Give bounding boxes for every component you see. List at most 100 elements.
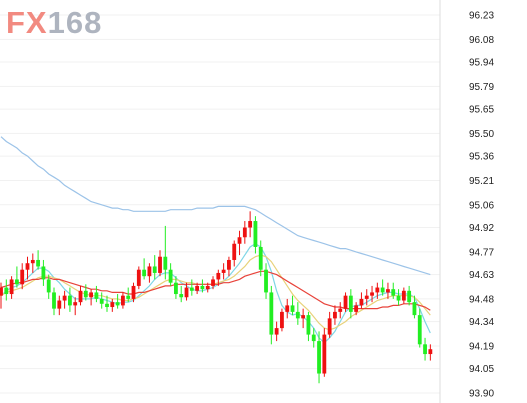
candle-body bbox=[52, 292, 56, 309]
candle bbox=[73, 297, 78, 316]
candle-body bbox=[36, 259, 41, 267]
candle bbox=[174, 276, 178, 299]
candle-body bbox=[375, 287, 380, 293]
candle-body bbox=[221, 269, 226, 273]
candle-body bbox=[359, 298, 364, 306]
price-tick-label: 96.08 bbox=[469, 35, 494, 46]
candle bbox=[412, 295, 417, 319]
candle bbox=[227, 256, 231, 277]
price-tick-label: 95.36 bbox=[469, 152, 494, 163]
candle-body bbox=[333, 311, 337, 319]
candle bbox=[4, 279, 9, 301]
candle bbox=[370, 285, 374, 303]
candle bbox=[248, 211, 253, 238]
candle bbox=[301, 308, 306, 329]
candle-body bbox=[168, 269, 173, 283]
candle bbox=[396, 289, 401, 306]
candle bbox=[359, 292, 364, 309]
candle-body bbox=[152, 266, 157, 273]
candle bbox=[348, 289, 353, 319]
candle-body bbox=[99, 298, 104, 304]
candle bbox=[375, 282, 380, 299]
candle-body bbox=[94, 292, 99, 299]
candle-body bbox=[184, 287, 189, 298]
candle-body bbox=[78, 290, 83, 303]
candle bbox=[9, 276, 14, 299]
price-tick-label: 95.06 bbox=[469, 200, 494, 211]
candle bbox=[242, 221, 247, 244]
candle bbox=[121, 292, 125, 309]
candle-body bbox=[327, 318, 332, 335]
candle-body bbox=[391, 289, 396, 296]
candle bbox=[274, 321, 279, 342]
candle bbox=[142, 258, 147, 280]
candle-body bbox=[14, 279, 19, 285]
candle-body bbox=[348, 295, 353, 312]
candle-body bbox=[317, 341, 321, 374]
candle bbox=[401, 287, 406, 304]
candle bbox=[407, 285, 412, 306]
candle-body bbox=[121, 295, 125, 306]
candle bbox=[423, 337, 427, 361]
candle-body bbox=[343, 295, 348, 309]
candle bbox=[25, 256, 30, 280]
candle-body bbox=[163, 256, 168, 270]
ma-line-ma_long bbox=[0, 136, 431, 276]
candle-body bbox=[189, 287, 194, 291]
candle bbox=[0, 282, 3, 309]
candle-body bbox=[0, 287, 3, 296]
candle-body bbox=[73, 302, 78, 306]
candle-body bbox=[158, 256, 162, 273]
candle bbox=[20, 263, 25, 290]
candle-body bbox=[136, 269, 141, 286]
candle-body bbox=[364, 295, 369, 299]
candle bbox=[338, 302, 343, 319]
candle-body bbox=[25, 263, 30, 270]
candle bbox=[386, 282, 390, 299]
candle bbox=[189, 279, 194, 296]
price-tick-label: 96.23 bbox=[469, 11, 494, 22]
candles bbox=[0, 211, 433, 384]
candle-body bbox=[126, 295, 131, 299]
candle bbox=[258, 240, 263, 277]
candle-body bbox=[248, 221, 253, 228]
candle bbox=[147, 263, 152, 283]
candle-body bbox=[412, 302, 417, 316]
candle bbox=[195, 282, 200, 295]
candle bbox=[311, 328, 316, 348]
candle bbox=[264, 263, 268, 299]
candle bbox=[89, 289, 94, 306]
logo-fx: FX bbox=[6, 5, 48, 40]
candle-body bbox=[380, 287, 385, 293]
price-tick-label: 94.77 bbox=[469, 247, 494, 258]
candle-body bbox=[57, 300, 62, 309]
candle bbox=[364, 289, 369, 306]
candle bbox=[211, 276, 215, 290]
candle-body bbox=[290, 305, 295, 312]
candle-body bbox=[227, 259, 231, 270]
candle-body bbox=[89, 292, 94, 298]
candle bbox=[136, 266, 141, 290]
candle-body bbox=[147, 266, 152, 277]
candle bbox=[327, 311, 332, 338]
candle-body bbox=[396, 295, 401, 301]
candle-body bbox=[20, 269, 25, 285]
price-tick-label: 94.63 bbox=[469, 270, 494, 281]
grid-lines bbox=[0, 14, 440, 394]
candle-body bbox=[115, 302, 120, 306]
candle bbox=[253, 216, 258, 254]
price-axis-labels: 96.23 96.08 95.94 95.79 95.65 95.50 95.36 95.21… bbox=[469, 11, 494, 400]
candle bbox=[57, 295, 62, 316]
price-tick-label: 93.90 bbox=[469, 389, 494, 400]
candle-body bbox=[386, 289, 390, 293]
candle-body bbox=[237, 237, 242, 244]
candle bbox=[322, 328, 327, 377]
candle-body bbox=[211, 279, 215, 286]
candle-body bbox=[301, 315, 306, 319]
candle bbox=[295, 302, 300, 325]
candle bbox=[290, 295, 295, 316]
candle-body bbox=[280, 311, 284, 329]
candle bbox=[158, 250, 162, 277]
